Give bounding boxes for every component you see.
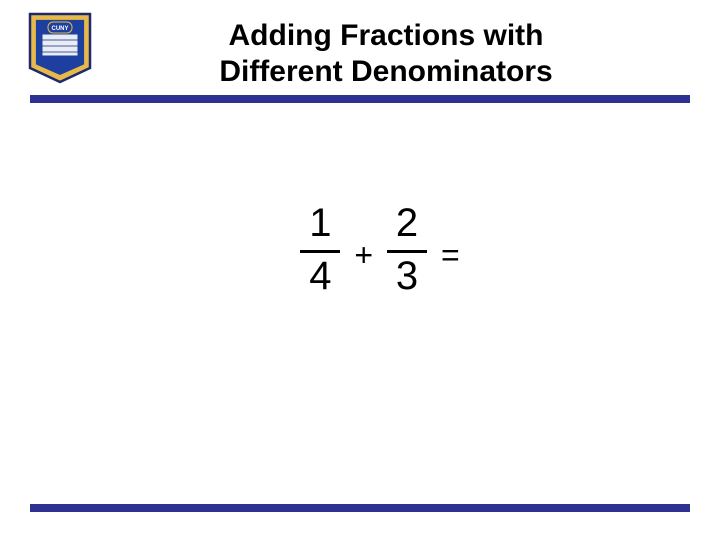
title-line-1: Adding Fractions with <box>72 18 700 54</box>
plus-sign: + <box>354 237 373 274</box>
svg-text:CUNY: CUNY <box>51 26 68 32</box>
fraction-equation: 1 4 + 2 3 = <box>0 200 720 299</box>
bottom-horizontal-rule <box>30 504 690 512</box>
fraction-1-numerator: 1 <box>309 200 331 246</box>
fraction-2-numerator: 2 <box>396 200 418 246</box>
slide-title: Adding Fractions with Different Denomina… <box>72 12 700 90</box>
fraction-2: 2 3 <box>387 200 427 299</box>
equals-sign: = <box>441 237 460 274</box>
fraction-1: 1 4 <box>300 200 340 299</box>
top-horizontal-rule <box>30 95 690 103</box>
title-line-2: Different Denominators <box>72 54 700 90</box>
fraction-2-denominator: 3 <box>396 253 418 299</box>
fraction-1-denominator: 4 <box>309 253 331 299</box>
